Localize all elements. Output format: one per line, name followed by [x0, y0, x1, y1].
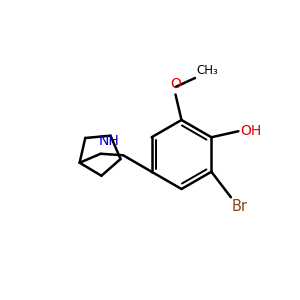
Text: O: O — [170, 77, 181, 91]
Text: Br: Br — [232, 199, 248, 214]
Text: OH: OH — [240, 124, 261, 138]
Text: NH: NH — [98, 134, 119, 148]
Text: CH₃: CH₃ — [196, 64, 218, 76]
